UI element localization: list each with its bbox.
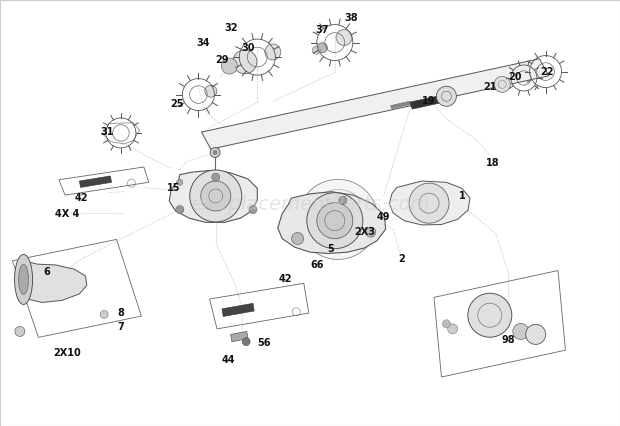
Circle shape <box>190 170 242 222</box>
Circle shape <box>15 326 25 337</box>
Circle shape <box>177 179 183 185</box>
Text: 32: 32 <box>224 23 238 33</box>
Text: 2X10: 2X10 <box>53 348 81 358</box>
Text: 49: 49 <box>376 212 390 222</box>
Polygon shape <box>222 303 254 317</box>
Circle shape <box>298 179 378 259</box>
Circle shape <box>265 44 281 60</box>
Text: 98: 98 <box>502 335 515 345</box>
Text: 34: 34 <box>196 37 210 48</box>
Circle shape <box>436 86 456 106</box>
Text: 6: 6 <box>44 267 50 277</box>
Polygon shape <box>391 101 410 109</box>
Text: 42: 42 <box>75 193 89 203</box>
Circle shape <box>409 183 449 223</box>
Text: 7: 7 <box>118 322 124 332</box>
Polygon shape <box>79 176 112 187</box>
Polygon shape <box>231 331 248 342</box>
Circle shape <box>205 85 217 97</box>
Text: 15: 15 <box>167 183 180 193</box>
Circle shape <box>221 58 237 74</box>
Text: 21: 21 <box>483 82 497 92</box>
Text: 20: 20 <box>508 72 521 82</box>
Ellipse shape <box>14 254 33 305</box>
Text: 5: 5 <box>327 244 334 254</box>
Circle shape <box>249 206 257 213</box>
Circle shape <box>448 324 458 334</box>
Circle shape <box>233 50 257 74</box>
Circle shape <box>242 338 250 345</box>
Text: 30: 30 <box>241 43 255 53</box>
Circle shape <box>291 233 304 245</box>
Circle shape <box>443 320 450 328</box>
Circle shape <box>336 29 352 46</box>
Text: 31: 31 <box>100 127 114 137</box>
Circle shape <box>213 150 217 155</box>
Text: 2: 2 <box>399 253 405 264</box>
Text: 8: 8 <box>117 308 125 318</box>
Circle shape <box>307 193 363 249</box>
Polygon shape <box>389 181 470 225</box>
Text: eReplacementParts.com: eReplacementParts.com <box>191 195 429 214</box>
Circle shape <box>317 203 353 239</box>
Circle shape <box>339 196 347 204</box>
Text: 19: 19 <box>422 96 436 106</box>
Circle shape <box>176 206 184 213</box>
Text: 1: 1 <box>459 191 465 201</box>
Polygon shape <box>278 192 386 253</box>
Ellipse shape <box>19 265 29 294</box>
Circle shape <box>312 46 320 54</box>
Circle shape <box>210 147 220 158</box>
Text: 29: 29 <box>215 55 229 65</box>
Text: 66: 66 <box>311 260 324 271</box>
Text: 38: 38 <box>345 13 358 23</box>
Circle shape <box>468 293 512 337</box>
Text: 2X3: 2X3 <box>354 227 375 237</box>
Circle shape <box>513 323 529 340</box>
Text: 44: 44 <box>221 355 235 365</box>
Text: 42: 42 <box>278 274 292 284</box>
Polygon shape <box>169 170 257 222</box>
Text: 4X 4: 4X 4 <box>55 209 79 219</box>
Circle shape <box>366 227 376 237</box>
Circle shape <box>317 43 327 53</box>
Polygon shape <box>202 59 549 149</box>
Circle shape <box>100 311 108 318</box>
Text: 56: 56 <box>257 338 270 348</box>
Circle shape <box>494 76 510 92</box>
Circle shape <box>212 173 219 181</box>
Circle shape <box>526 325 546 344</box>
Text: 37: 37 <box>316 25 329 35</box>
Text: 22: 22 <box>540 66 554 77</box>
Circle shape <box>201 181 231 211</box>
Text: 18: 18 <box>486 158 500 168</box>
Polygon shape <box>409 94 450 109</box>
Text: 25: 25 <box>170 99 184 109</box>
Polygon shape <box>24 261 87 302</box>
